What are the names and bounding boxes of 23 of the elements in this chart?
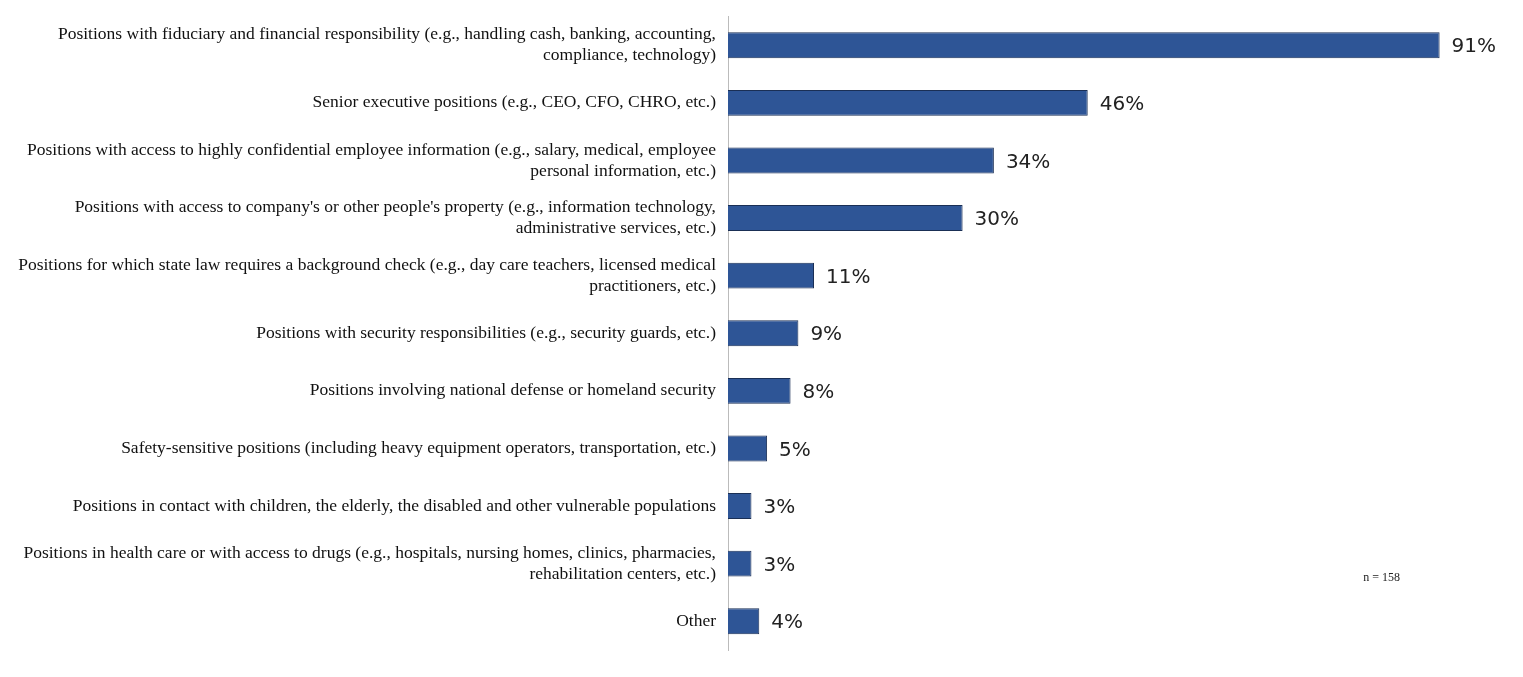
y-tick-label: Positions with access to highly confidential employee information (e.g., salary, medical, employee personal information, etc.)	[27, 138, 717, 180]
data-label: 3%	[763, 494, 796, 519]
y-tick-label: Other	[676, 609, 717, 630]
data-label: 5%	[779, 436, 811, 461]
data-label: 91%	[1451, 33, 1497, 58]
y-tick-label: Positions with fiduciary and financial responsibility (e.g., handling cash, banking, accounting, compliance, technology)	[57, 23, 717, 65]
y-tick-label: Positions with security responsibilities (e.g., security guards, etc.)	[256, 321, 717, 342]
data-label: 11%	[826, 263, 871, 288]
y-tick-label: Positions involving national defense or homeland security	[309, 379, 717, 400]
y-tick-label: Positions with access to company's or other people's property (e.g., information technology, administrative services, etc.)	[74, 196, 717, 238]
y-tick-label: Positions for which state law requires a background check (e.g., day care teachers, licensed medical practitioners, etc.)	[18, 253, 717, 295]
annotation: n = 158	[1363, 570, 1400, 585]
y-tick-label: Safety-sensitive positions (including heavy equipment operators, transportation, etc.)	[121, 437, 717, 458]
data-label: 8%	[802, 379, 835, 404]
data-label: 46%	[1099, 91, 1145, 116]
data-label: 4%	[771, 609, 804, 634]
data-label: 34%	[1005, 148, 1051, 173]
data-label: 9%	[810, 321, 843, 346]
data-label: 3%	[763, 551, 796, 576]
y-tick-label: Senior executive positions (e.g., CEO, CFO, CHRO, etc.)	[312, 91, 717, 112]
y-tick-label: Positions in health care or with access to drugs (e.g., hospitals, nursing homes, clinics, pharmacies, rehabilitation centers, etc.)	[23, 541, 717, 583]
y-tick-label: Positions in contact with children, the elderly, the disabled and other vulnerable populations	[72, 494, 717, 515]
data-label: 30%	[974, 206, 1020, 231]
